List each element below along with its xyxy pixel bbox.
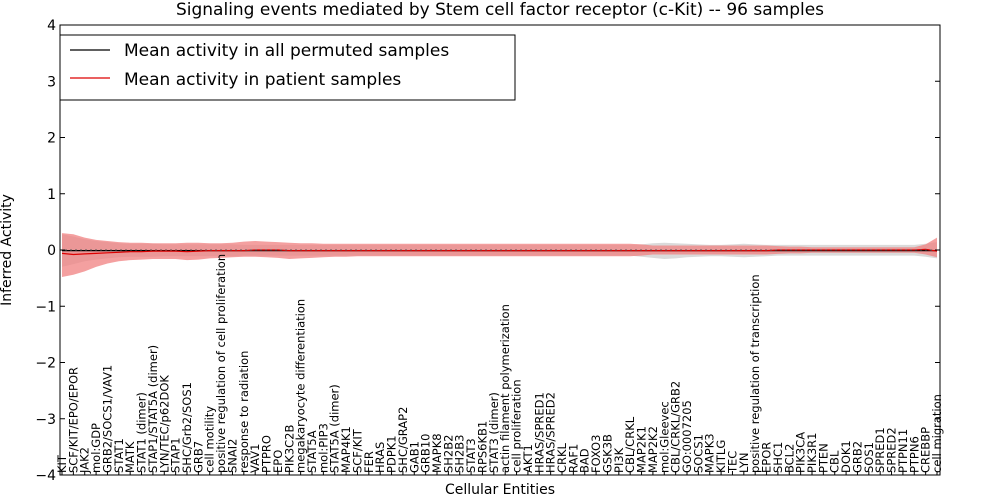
x-axis: KITSCF/KIT/EPO/EPORJAK2mol:GDPGRB2/SOCS1… xyxy=(55,254,944,475)
x-category-label: response to radiation xyxy=(237,351,251,473)
x-category-label: megakaryocyte differentiation xyxy=(294,299,308,473)
x-category-label: STAP1/STAT5A (dimer) xyxy=(146,345,160,473)
x-category-label: CBL/CRKL xyxy=(623,416,637,473)
x-axis-title: Cellular Entities xyxy=(445,482,555,498)
x-category-label: SHC1 xyxy=(771,442,785,473)
x-category-label: GRB2/SOCS1/VAV1 xyxy=(101,365,115,473)
y-tick-label: −4 xyxy=(35,468,56,484)
x-category-label: LYN xyxy=(737,452,751,473)
legend-label-patient: Mean activity in patient samples xyxy=(124,70,401,90)
x-category-label: FOXO3 xyxy=(589,435,603,473)
x-category-label: cell proliferation xyxy=(510,379,524,473)
x-category-label: GRB2 xyxy=(851,441,865,473)
x-category-label: PTPRO xyxy=(260,435,274,473)
x-category-label: MAPK3 xyxy=(703,433,717,473)
x-category-label: STAT5A (dimer) xyxy=(328,384,342,473)
x-category-label: GO:0007205 xyxy=(680,400,694,473)
x-category-label: CRKL xyxy=(555,442,569,473)
x-category-label: HRAS/SPRED1 xyxy=(532,392,546,473)
y-axis-title: Inferred Activity xyxy=(0,194,15,306)
x-category-label: AKT1 xyxy=(521,444,535,473)
x-category-label: BAD xyxy=(578,448,592,473)
legend-label-permuted: Mean activity in all permuted samples xyxy=(124,41,449,61)
y-tick-label: −1 xyxy=(35,299,56,315)
x-category-label: RPS6KB1 xyxy=(476,421,490,473)
x-category-label: SOS1 xyxy=(862,442,876,473)
x-category-label: VAV1 xyxy=(248,444,262,473)
x-category-label: DOK1 xyxy=(839,440,853,473)
x-category-label: STAT3 (dimer) xyxy=(487,392,501,473)
x-category-label: STAT3 xyxy=(464,438,478,473)
y-tick-label: −2 xyxy=(35,356,56,372)
x-category-label: MATK xyxy=(123,441,137,473)
y-tick-label: 3 xyxy=(47,74,56,90)
x-category-label: SOCS1 xyxy=(691,434,705,473)
x-category-label: SH2B2 xyxy=(441,435,455,473)
x-category-label: SPRED2 xyxy=(885,427,899,473)
x-category-label: SCF/KIT/EPO/EPOR xyxy=(66,367,80,473)
x-category-label: STAT1 (dimer) xyxy=(135,392,149,473)
y-tick-label: 1 xyxy=(47,187,56,203)
x-category-label: PTPN11 xyxy=(896,429,910,473)
x-category-label: PI3K xyxy=(612,447,626,473)
x-category-label: CBL xyxy=(828,450,842,473)
x-category-label: GRB10 xyxy=(419,434,433,473)
x-category-label: actin filament polymerization xyxy=(498,304,512,473)
x-category-label: SCF/KIT xyxy=(351,428,365,473)
x-category-label: STAT5A xyxy=(305,430,319,473)
x-category-label: SH2B3 xyxy=(453,434,467,472)
x-category-label: STAT1 xyxy=(112,438,126,473)
chart-title: Signaling events mediated by Stem cell f… xyxy=(176,0,824,20)
x-category-label: PIK3CA xyxy=(794,432,808,473)
x-category-label: STAP1 xyxy=(169,437,183,473)
y-tick-label: 0 xyxy=(47,243,56,259)
x-category-label: CREBBP xyxy=(919,427,933,473)
x-category-label: SHC/GRAP2 xyxy=(396,407,410,473)
x-category-label: RAF1 xyxy=(566,444,580,473)
x-category-label: MAPK8 xyxy=(430,433,444,473)
x-category-label: PIK3R1 xyxy=(805,433,819,474)
y-tick-label: −3 xyxy=(35,412,56,428)
x-category-label: GSK3B xyxy=(601,434,615,473)
x-category-label: positive regulation of cell proliferatio… xyxy=(214,254,228,473)
x-category-label: JAK2 xyxy=(78,447,92,474)
x-category-label: PTPN6 xyxy=(907,436,921,473)
legend-box xyxy=(59,34,516,101)
x-category-label: SPRED1 xyxy=(873,427,887,473)
x-category-label: EPO xyxy=(271,450,285,473)
x-category-label: BCL2 xyxy=(782,444,796,473)
x-category-label: PTEN xyxy=(816,443,830,473)
x-category-label: MAP2K1 xyxy=(635,426,649,473)
y-axis: −4 −3 −2 −1 0 1 2 3 4 xyxy=(35,18,940,484)
legend: Mean activity in all permuted samples Me… xyxy=(59,34,516,101)
x-category-label: SHC/Grb2/SOS1 xyxy=(180,382,194,473)
x-category-label: LYN/TEC/p62DOK xyxy=(157,375,171,473)
x-category-label: positive regulation of transcription xyxy=(748,274,762,473)
x-category-label: MAP2K2 xyxy=(646,426,660,473)
x-category-label: mol:GDP xyxy=(89,423,103,473)
x-category-label: cell motility xyxy=(203,406,217,473)
y-tick-label: 2 xyxy=(47,131,56,147)
x-category-label: mol:PIP3 xyxy=(316,423,330,473)
x-category-label: GAB1 xyxy=(407,441,421,473)
x-category-label: GRB7 xyxy=(191,441,205,473)
x-category-label: KITLG xyxy=(714,440,728,473)
patient-band xyxy=(62,233,937,277)
x-category-label: HRAS/SPRED2 xyxy=(544,392,558,473)
x-category-label: EPOR xyxy=(760,442,774,473)
x-category-label: cell migration xyxy=(930,394,944,473)
x-category-label: FER xyxy=(362,451,376,473)
x-category-label: SNAI2 xyxy=(226,439,240,473)
x-category-label: TEC xyxy=(726,451,740,474)
x-category-label: PIK3C2B xyxy=(282,424,296,473)
x-category-label: KIT xyxy=(55,454,69,473)
x-category-label: PDPK1 xyxy=(385,435,399,473)
y-tick-label: 4 xyxy=(47,18,56,34)
x-category-label: MAP4K1 xyxy=(339,426,353,473)
x-category-label: CBL/CRKL/GRB2 xyxy=(669,381,683,473)
x-category-label: mol:Gleevec xyxy=(657,401,671,473)
x-category-label: HRAS xyxy=(373,442,387,473)
